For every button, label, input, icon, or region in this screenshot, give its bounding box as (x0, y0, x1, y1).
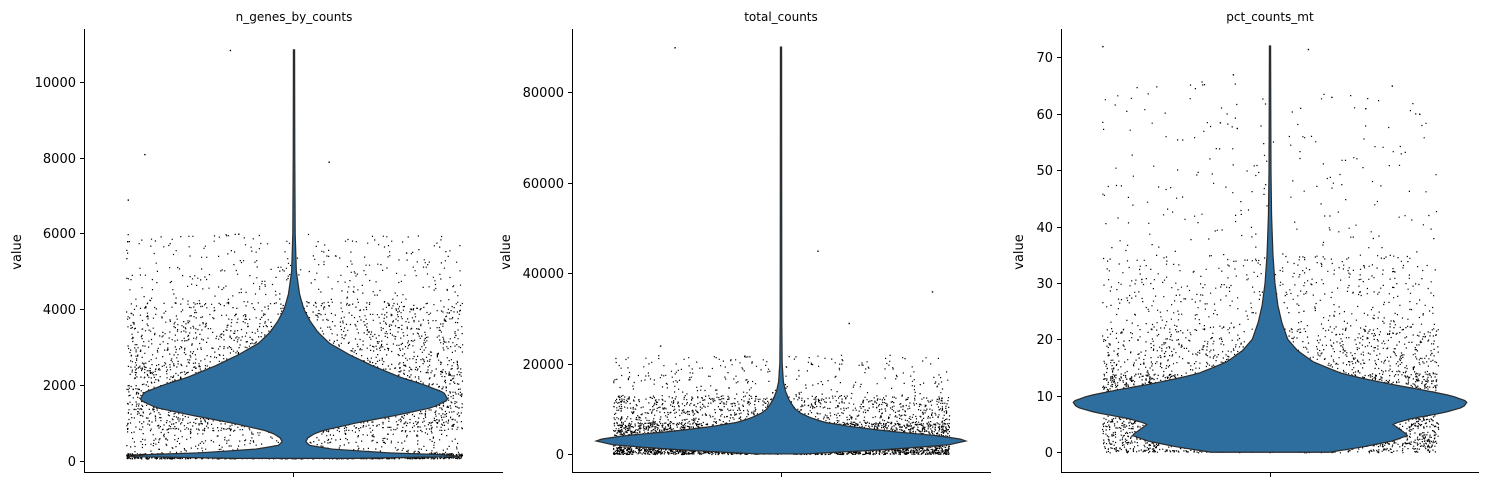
outlier-point (817, 250, 819, 252)
y-tick-label: 10000 (35, 76, 76, 91)
y-tick-label: 0 (556, 448, 564, 463)
outlier-point (1219, 122, 1222, 124)
outlier-point (674, 47, 676, 49)
y-tick-label: 0 (68, 455, 76, 470)
outlier-point (931, 291, 934, 293)
panel-total-counts: total_counts value 0 20000 40000 60000 80000 (499, 10, 991, 477)
outlier-points (1102, 45, 1421, 130)
panel-title: pct_counts_mt (1226, 10, 1314, 24)
panel-pct-counts-mt: pct_counts_mt value 0 10 20 30 40 50 60 70 (1012, 10, 1479, 477)
y-tick-label: 60 (1036, 108, 1053, 123)
y-tick-label: 20000 (523, 358, 564, 373)
outlier-points (127, 49, 408, 254)
y-tick-label: 60000 (523, 177, 564, 192)
outlier-point (229, 49, 232, 52)
y-tick-label: 4000 (43, 303, 76, 318)
y-tick-label: 0 (1045, 446, 1053, 461)
y-tick-label: 20 (1036, 333, 1053, 348)
outlier-point (659, 345, 662, 347)
outlier-point (405, 252, 408, 254)
y-tick-label: 2000 (43, 379, 76, 394)
y-tick-label: 30 (1036, 277, 1053, 292)
y-axis-label: value (499, 234, 514, 270)
violin-body (128, 49, 460, 459)
y-axis-ticks: 0 2000 4000 6000 8000 10000 (35, 76, 84, 470)
outlier-point (144, 153, 146, 156)
outlier-point (1236, 127, 1238, 130)
y-axis-ticks: 0 10 20 30 40 50 60 70 (1036, 51, 1061, 461)
y-tick-label: 50 (1036, 164, 1053, 179)
panel-n-genes-by-counts: n_genes_by_counts value 0 2000 4000 6000 800… (10, 10, 503, 477)
y-axis-label: value (1012, 234, 1027, 270)
panel-title: n_genes_by_counts (236, 10, 353, 24)
outlier-points (659, 47, 934, 347)
outlier-point (1365, 108, 1367, 110)
y-tick-label: 8000 (43, 152, 76, 167)
outlier-point (127, 241, 129, 243)
outlier-point (1232, 74, 1235, 76)
violin-body (593, 46, 969, 455)
y-tick-label: 70 (1036, 51, 1053, 66)
outlier-point (1102, 45, 1104, 48)
outlier-point (328, 161, 330, 163)
outlier-point (1331, 96, 1333, 99)
y-axis-label: value (10, 234, 25, 270)
y-axis-ticks: 0 20000 40000 60000 80000 (523, 86, 572, 463)
outlier-point (1391, 85, 1393, 87)
panel-title: total_counts (744, 10, 818, 24)
outlier-point (1307, 48, 1310, 51)
y-tick-label: 80000 (523, 86, 564, 101)
outlier-point (127, 199, 129, 201)
y-tick-label: 10 (1036, 390, 1053, 405)
outlier-point (848, 322, 850, 325)
y-tick-label: 40 (1036, 221, 1053, 236)
outlier-point (238, 233, 240, 235)
violin-body (1072, 45, 1468, 453)
y-tick-label: 40000 (523, 267, 564, 282)
y-tick-label: 6000 (43, 227, 76, 242)
outlier-point (1419, 113, 1421, 115)
